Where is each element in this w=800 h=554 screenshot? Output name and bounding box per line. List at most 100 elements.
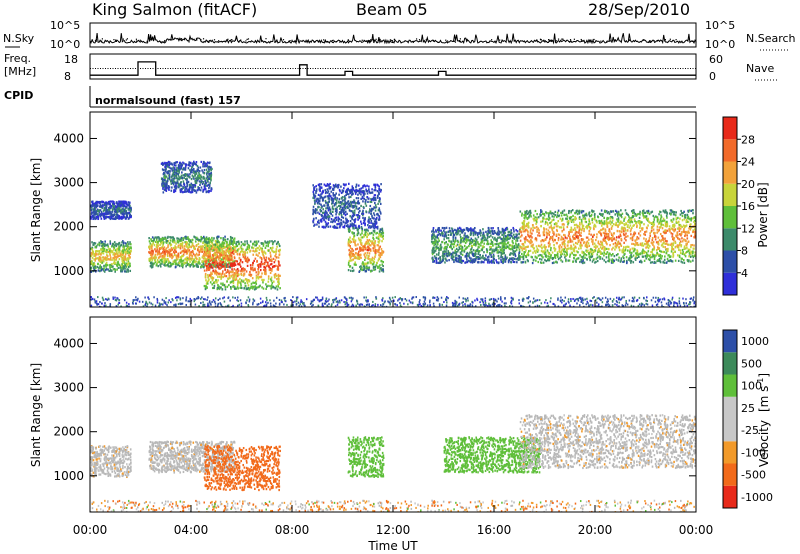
power-feature-5 bbox=[312, 182, 382, 229]
velocity-colorbar-label-name: Velocity bbox=[757, 420, 771, 467]
xtick-label-5: 20:00 bbox=[578, 523, 613, 537]
power-colorbar-segment-2 bbox=[723, 228, 737, 251]
ytick-label-1: 2000 bbox=[53, 220, 84, 234]
freq-trace bbox=[90, 61, 696, 76]
noise-right-tick-low: 10^0 bbox=[705, 38, 735, 51]
station-title: King Salmon (fitACF) bbox=[92, 0, 257, 19]
velocity-feature-0 bbox=[90, 445, 132, 479]
velocity-colorbar-label-0: 1000 bbox=[741, 335, 769, 348]
velocity-colorbar-unit-end: ] bbox=[757, 373, 771, 378]
nave-right-tick-low: 0 bbox=[709, 70, 716, 83]
ytick-label-0: 1000 bbox=[53, 264, 84, 278]
power-feature-0 bbox=[90, 240, 132, 273]
freq-left-label-1: Freq. bbox=[4, 52, 31, 65]
velocity-colorbar-segment-2 bbox=[723, 441, 737, 464]
velocity-colorbar-label-5: -100 bbox=[741, 446, 766, 459]
noise-right-label: N.Search bbox=[746, 32, 796, 45]
power-feature-1 bbox=[90, 200, 132, 221]
velocity-colorbar-segment-4 bbox=[723, 396, 737, 419]
velocity-colorbar-segment-1 bbox=[723, 463, 737, 486]
cpid-label: CPID bbox=[4, 89, 33, 102]
power-panel-frame bbox=[89, 111, 697, 308]
power-feature-3 bbox=[160, 160, 213, 194]
time-axis-ticks: 00:00 04:00 08:00 12:00 16:00 20:00 00:00 bbox=[73, 523, 714, 537]
power-colorbar-segment-0 bbox=[723, 272, 737, 295]
power-colorbar-label-3: 16 bbox=[741, 200, 755, 213]
velocity-colorbar-label-4: -25 bbox=[741, 424, 759, 437]
power-colorbar-label-4: 20 bbox=[741, 178, 755, 191]
velocity-colorbar-segment-5 bbox=[723, 374, 737, 397]
noise-right-tick-high: 10^5 bbox=[705, 19, 735, 32]
power-colorbar-label-2: 12 bbox=[741, 222, 755, 235]
beam-title: Beam 05 bbox=[356, 0, 428, 19]
power-near-range-noise bbox=[90, 295, 696, 307]
freq-left-tick-high: 18 bbox=[64, 53, 78, 66]
xtick-label-2: 08:00 bbox=[275, 523, 310, 537]
nave-right-tick-high: 60 bbox=[709, 53, 723, 66]
velocity-colorbar-segment-0 bbox=[723, 485, 737, 508]
velocity-colorbar-label-2: 100 bbox=[741, 380, 762, 393]
velocity-colorbar-label-7: -1000 bbox=[741, 491, 773, 504]
power-ylabel: Slant Range [km] bbox=[29, 158, 43, 262]
power-feature-6 bbox=[347, 226, 385, 273]
ytick-label-3: 4000 bbox=[53, 131, 84, 145]
power-colorbar-segment-4 bbox=[723, 183, 737, 206]
velocity-colorbar-label-1: 500 bbox=[741, 357, 762, 370]
power-colorbar-segment-1 bbox=[723, 250, 737, 273]
ytick-label-1: 2000 bbox=[53, 425, 84, 439]
noise-search-dots bbox=[91, 38, 697, 44]
velocity-heatmap bbox=[90, 414, 696, 512]
power-feature-4 bbox=[203, 240, 281, 291]
power-colorbar-label-0: 4 bbox=[741, 267, 748, 280]
noise-trace bbox=[89, 33, 697, 45]
ytick-label-3: 4000 bbox=[53, 336, 84, 350]
ytick-label-2: 3000 bbox=[53, 176, 84, 190]
velocity-feature-5 bbox=[519, 414, 696, 470]
velocity-colorbar-segment-6 bbox=[723, 352, 737, 375]
power-colorbar-segment-6 bbox=[723, 139, 737, 162]
xtick-label-4: 16:00 bbox=[477, 523, 512, 537]
power-feature-7 bbox=[430, 226, 521, 265]
velocity-colorbar-segment-3 bbox=[723, 419, 737, 442]
velocity-colorbar-label-6: -500 bbox=[741, 469, 766, 482]
velocity-feature-2 bbox=[203, 444, 281, 492]
time-axis-label: Time UT bbox=[367, 539, 418, 553]
power-feature-8 bbox=[519, 209, 696, 265]
power-colorbar-segment-3 bbox=[723, 206, 737, 229]
velocity-colorbar-unit-exponent: -1 bbox=[756, 378, 765, 386]
power-colorbar-segment-7 bbox=[723, 117, 737, 140]
freq-left-label-2: [MHz] bbox=[4, 65, 36, 78]
velocity-colorbar-label: Velocity [m s-1] bbox=[756, 373, 771, 467]
power-colorbar-label-1: 8 bbox=[741, 245, 748, 258]
nave-right-label: Nave bbox=[746, 62, 774, 75]
velocity-ylabel: Slant Range [km] bbox=[29, 363, 43, 467]
velocity-colorbar-unit: [m s bbox=[757, 386, 771, 412]
ytick-label-0: 1000 bbox=[53, 469, 84, 483]
xtick-label-6: 00:00 bbox=[679, 523, 714, 537]
power-colorbar-label: Power [dB] bbox=[756, 182, 770, 247]
noise-left-tick-high: 10^5 bbox=[50, 19, 80, 32]
xtick-label-0: 00:00 bbox=[73, 523, 108, 537]
cpid-text: normalsound (fast) 157 bbox=[95, 94, 241, 107]
power-heatmap bbox=[90, 160, 696, 307]
power-axes: 1000 2000 3000 4000 bbox=[53, 112, 697, 307]
velocity-colorbar: 1000 500 100 25 -25 -100 -500 -1000 bbox=[722, 329, 773, 509]
power-colorbar-segment-5 bbox=[723, 161, 737, 184]
xtick-label-3: 12:00 bbox=[376, 523, 411, 537]
velocity-near-range-noise bbox=[90, 499, 696, 512]
velocity-colorbar-segment-7 bbox=[723, 330, 737, 353]
power-colorbar-label-5: 24 bbox=[741, 156, 755, 169]
velocity-colorbar-frame bbox=[722, 329, 738, 509]
velocity-colorbar-label-3: 25 bbox=[741, 402, 755, 415]
ytick-label-2: 3000 bbox=[53, 381, 84, 395]
xtick-label-1: 04:00 bbox=[174, 523, 209, 537]
velocity-panel-frame bbox=[89, 316, 697, 513]
power-colorbar-label-6: 28 bbox=[741, 133, 755, 146]
freq-panel-frame bbox=[89, 53, 697, 80]
power-colorbar: 4 8 12 16 20 24 28 bbox=[722, 116, 755, 296]
freq-left-tick-low: 8 bbox=[64, 70, 71, 83]
velocity-axes: 1000 2000 3000 4000 bbox=[53, 317, 697, 512]
date-title: 28/Sep/2010 bbox=[588, 0, 690, 19]
velocity-feature-3 bbox=[347, 436, 385, 479]
